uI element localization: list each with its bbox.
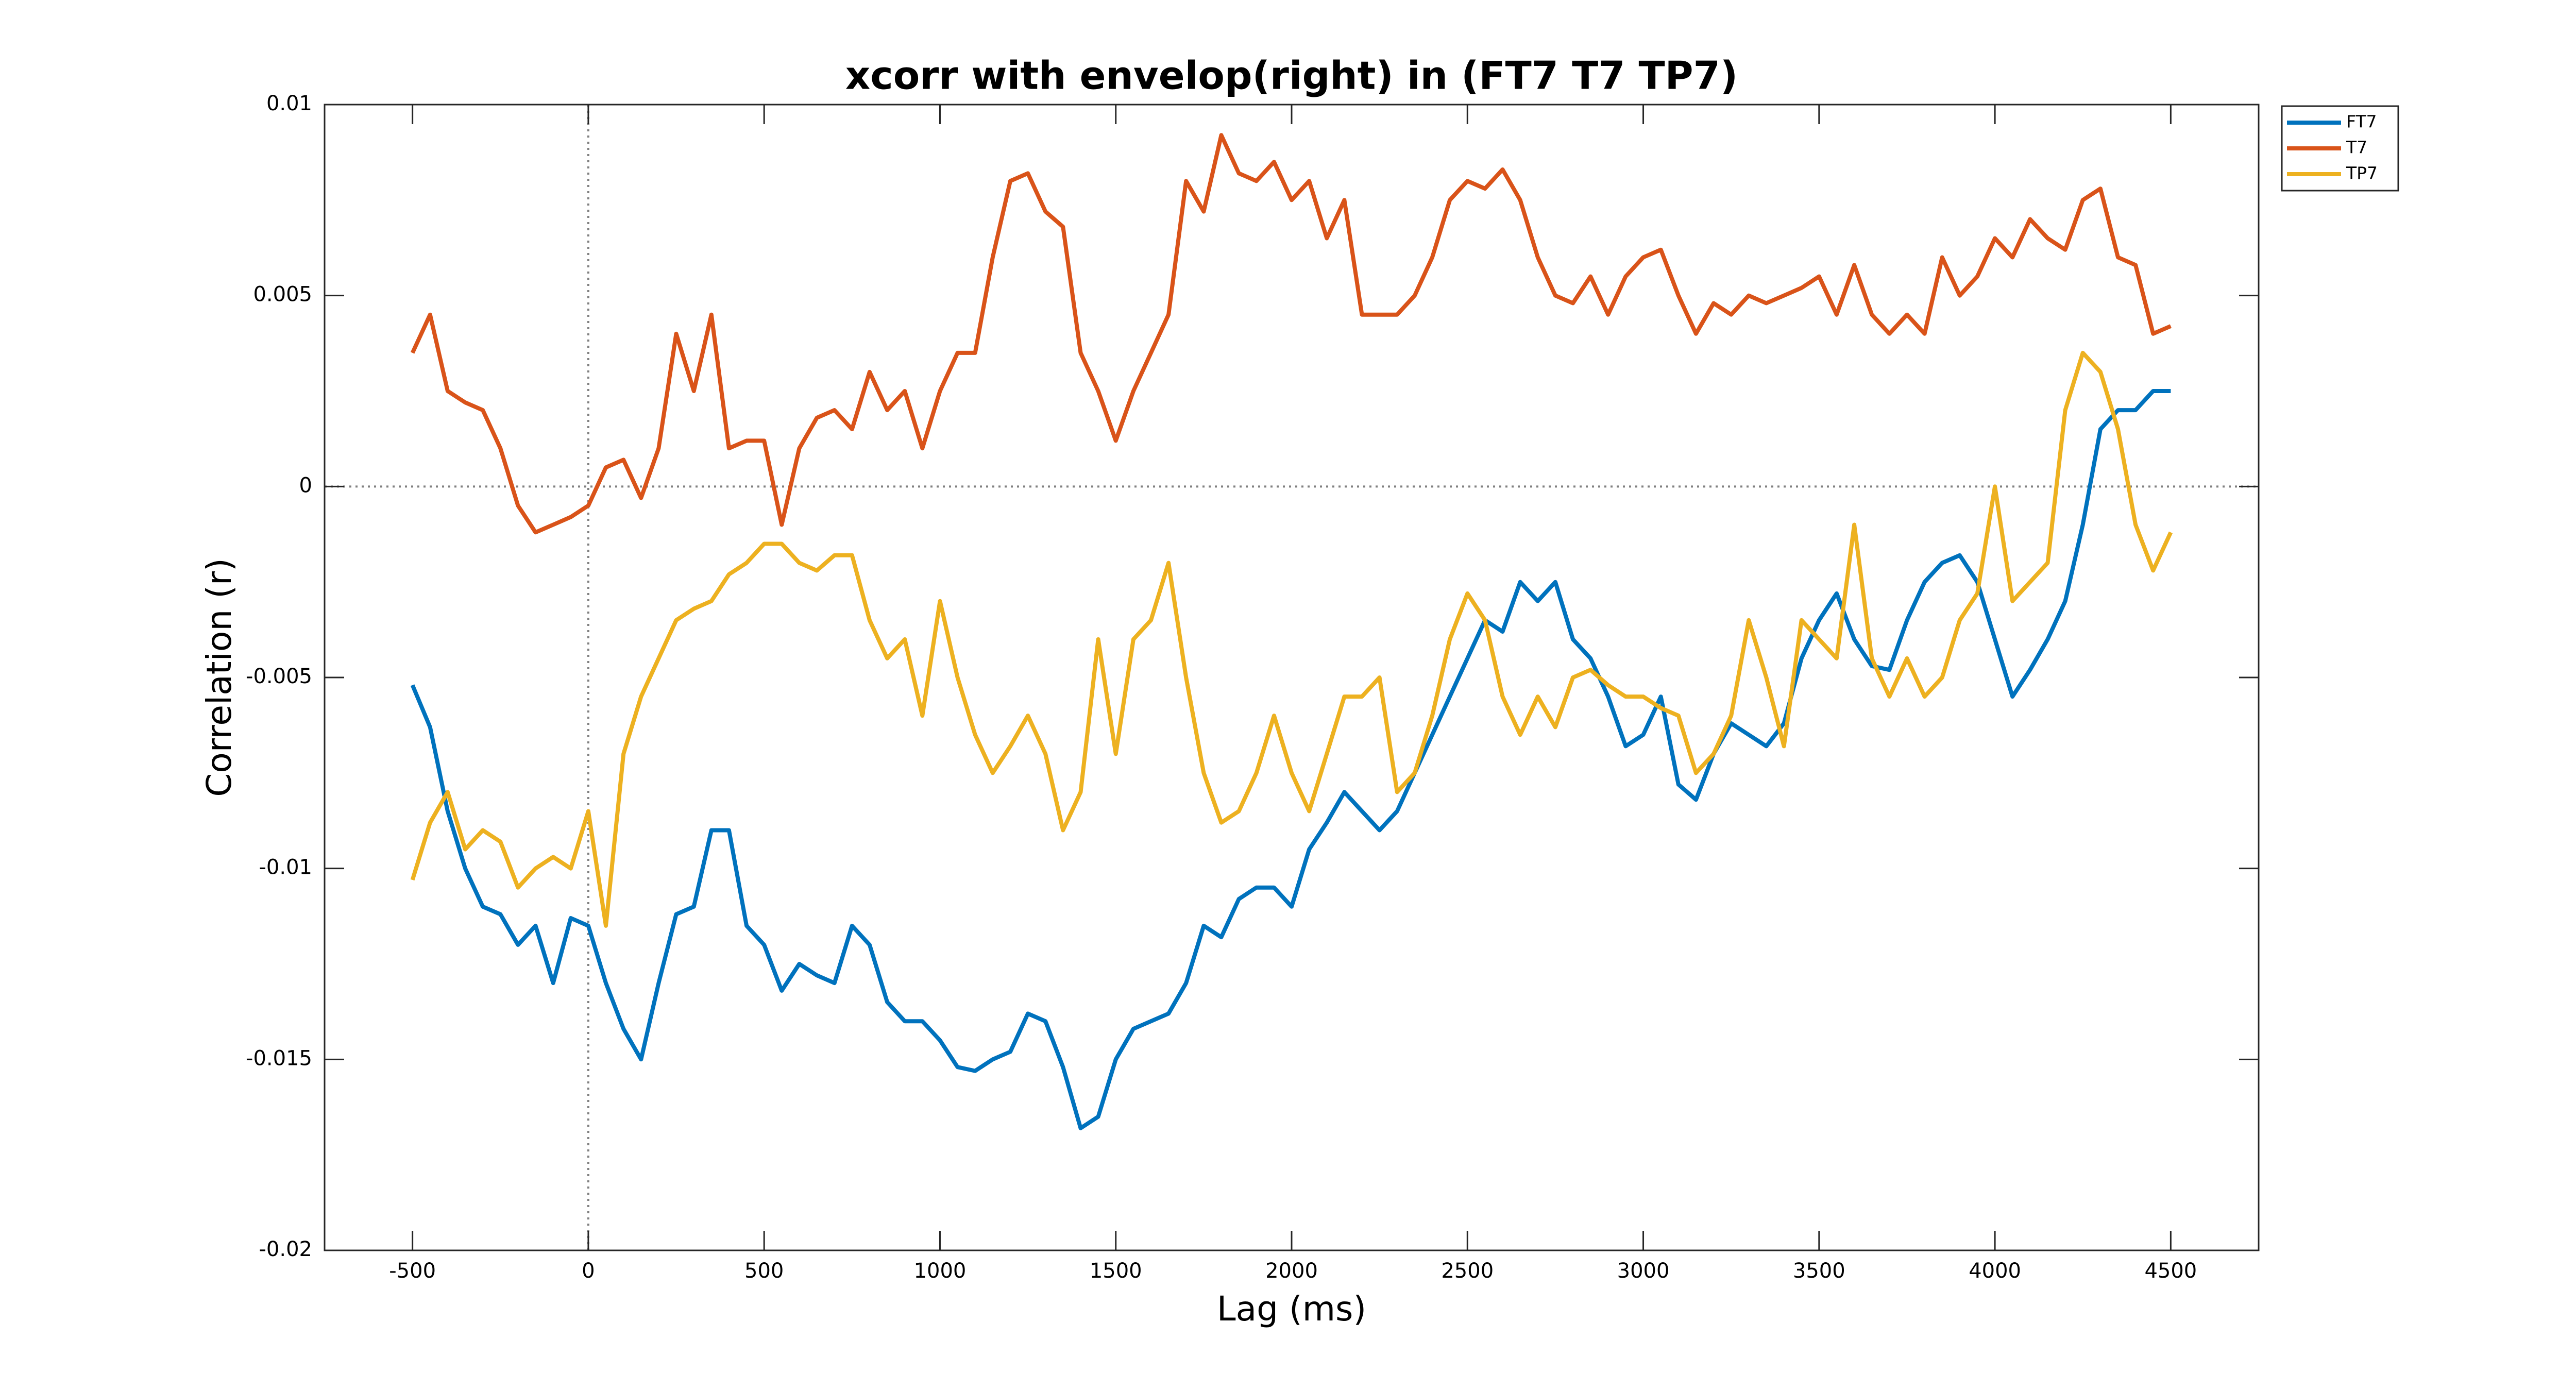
axes-box <box>324 104 2260 1251</box>
y-tick-label: 0 <box>299 473 312 497</box>
x-tick-label: 2500 <box>1441 1259 1494 1283</box>
series-line <box>410 350 2173 928</box>
x-tick-label: 3500 <box>1793 1259 1845 1283</box>
x-tick-label: 1500 <box>1090 1259 1142 1283</box>
y-tick-label: -0.015 <box>246 1046 312 1070</box>
y-axis-label: Correlation (r) <box>199 558 239 797</box>
y-tick-label: -0.01 <box>259 856 313 879</box>
x-tick-label: 2000 <box>1265 1259 1318 1283</box>
x-tick-label: 0 <box>582 1259 595 1283</box>
chart-title: xcorr with envelop(right) in (FT7 T7 TP7… <box>845 53 1738 98</box>
x-tick-label: 4500 <box>2144 1259 2197 1283</box>
legend-label: TP7 <box>2346 163 2378 183</box>
legend-label: FT7 <box>2346 112 2377 132</box>
x-tick-label: 1000 <box>914 1259 967 1283</box>
x-axis-label: Lag (ms) <box>1217 1289 1366 1329</box>
y-tick-label: -0.005 <box>246 665 312 688</box>
x-tick-label: -500 <box>389 1259 436 1283</box>
x-tick-label: 3000 <box>1617 1259 1670 1283</box>
x-tick-label: 500 <box>744 1259 784 1283</box>
y-tick-label: -0.02 <box>259 1238 313 1261</box>
x-tick-label: 4000 <box>1969 1259 2021 1283</box>
legend-label: T7 <box>2346 138 2367 158</box>
series-line <box>410 133 2172 535</box>
y-tick-label: 0.005 <box>253 283 312 307</box>
y-tick-label: 0.01 <box>266 92 312 115</box>
